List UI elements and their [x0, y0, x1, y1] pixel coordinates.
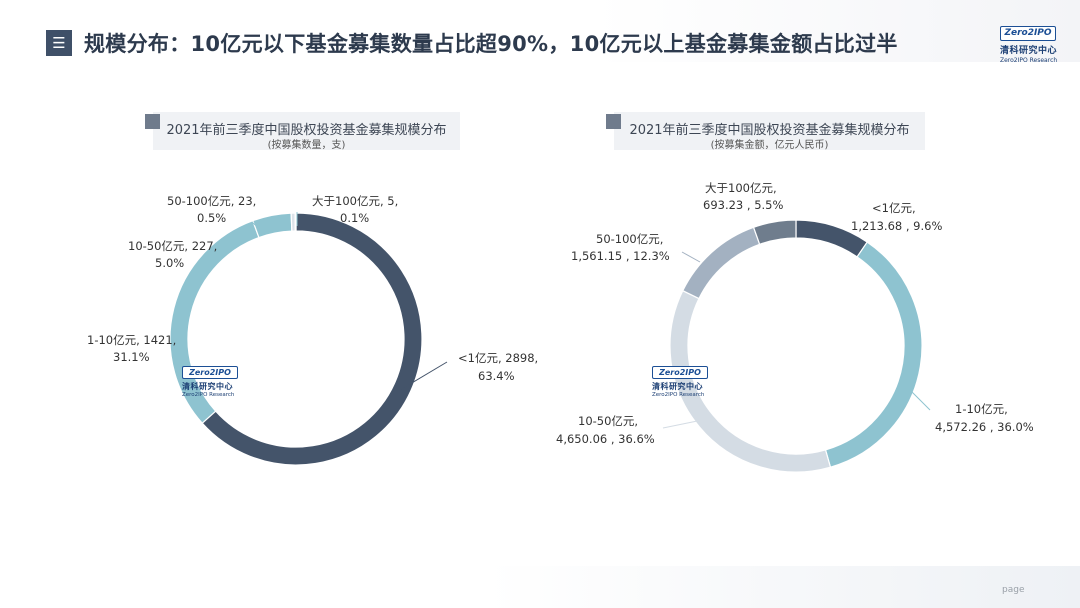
chart2-watermark-cn: 清科研究中心	[652, 382, 703, 391]
chart2-label-50-100-a: 50-100亿元,	[596, 232, 663, 246]
page-label: page	[1002, 585, 1025, 595]
chart2-watermark-badge: Zero2IPO	[652, 366, 708, 379]
chart2-label-50-100-b: 1,561.15 , 12.3%	[571, 249, 670, 263]
chart2-label-lt1-a: <1亿元,	[872, 201, 916, 215]
chart1-label-lt1-a: <1亿元, 2898,	[458, 351, 538, 365]
chart1-title: 2021年前三季度中国股权投资基金募集规模分布	[166, 123, 447, 138]
chart1-slice-4	[294, 212, 297, 232]
chart1-label-1-10-b: 31.1%	[113, 350, 150, 364]
chart2-label-10-50-a: 10-50亿元,	[578, 414, 638, 428]
chart1-label-gt100-b: 0.1%	[340, 211, 369, 225]
title-row: ☰ 规模分布：10亿元以下基金募集数量占比超90%，10亿元以上基金募集金额占比…	[46, 28, 898, 58]
chart2-subtitle: (按募集金额，亿元人民币)	[710, 140, 829, 151]
chart1-leader-50-100	[251, 221, 266, 235]
chart2-label-gt100-a: 大于100亿元,	[705, 181, 777, 195]
chart1-label-10-50-a: 10-50亿元, 227,	[128, 239, 217, 253]
chart1-label-50-100-a: 50-100亿元, 23,	[167, 194, 256, 208]
chart2-title: 2021年前三季度中国股权投资基金募集规模分布	[629, 123, 910, 138]
logo-badge: Zero2IPO	[1000, 26, 1056, 41]
chart1-leader-lt1	[399, 361, 448, 391]
logo-cn-text: 清科研究中心	[1000, 46, 1058, 56]
page-title: 规模分布：10亿元以下基金募集数量占比超90%，10亿元以上基金募集金额占比过半	[84, 32, 898, 56]
chart2-slice-3	[681, 226, 761, 300]
chart1-label-10-50-b: 5.0%	[155, 256, 184, 270]
chart2-label-1-10-a: 1-10亿元,	[955, 402, 1008, 416]
chart1-watermark: Zero2IPO 清科研究中心 Zero2IPO Research	[182, 366, 242, 398]
footer-background	[0, 566, 1080, 608]
chart1-watermark-en: Zero2IPO Research	[182, 392, 235, 398]
menu-icon: ☰	[46, 30, 72, 56]
chart2-label-1-10-b: 4,572.26 , 36.0%	[935, 420, 1034, 434]
chart1-slice-0	[201, 212, 423, 466]
chart1-label-lt1-b: 63.4%	[478, 369, 515, 383]
chart2-label-lt1-b: 1,213.68 , 9.6%	[851, 219, 942, 233]
chart1-label-gt100-a: 大于100亿元, 5,	[312, 194, 398, 208]
chart2-legend-square	[606, 114, 621, 129]
chart1-label-1-10-a: 1-10亿元, 1421,	[87, 333, 176, 347]
chart2-slice-1	[824, 241, 923, 468]
chart2-label-10-50-b: 4,650.06 , 36.6%	[556, 432, 655, 446]
chart2-leader-10-50	[662, 417, 713, 429]
chart2-slice-4	[752, 219, 797, 246]
chart2-label-gt100-b: 693.23 , 5.5%	[703, 198, 783, 212]
chart2-leader-50-100	[681, 251, 701, 263]
chart2-leader-1-10	[911, 391, 931, 411]
chart2-donut	[669, 219, 923, 473]
chart2-watermark-en: Zero2IPO Research	[652, 392, 705, 398]
chart1-header: 2021年前三季度中国股权投资基金募集规模分布 (按募集数量，支)	[145, 112, 460, 151]
brand-logo: Zero2IPO 清科研究中心 Zero2IPO Research	[1000, 26, 1060, 64]
chart1-subtitle: (按募集数量，支)	[267, 140, 346, 151]
chart1-legend-square	[145, 114, 160, 129]
chart1-slice-2	[251, 212, 293, 239]
logo-en-text: Zero2IPO Research	[1000, 57, 1058, 64]
chart1-watermark-badge: Zero2IPO	[182, 366, 238, 379]
chart2-watermark: Zero2IPO 清科研究中心 Zero2IPO Research	[652, 366, 712, 398]
header-background	[0, 0, 1080, 62]
chart1-watermark-cn: 清科研究中心	[182, 382, 233, 391]
chart2-header: 2021年前三季度中国股权投资基金募集规模分布 (按募集金额，亿元人民币)	[606, 112, 925, 151]
chart1-label-50-100-b: 0.5%	[197, 211, 226, 225]
